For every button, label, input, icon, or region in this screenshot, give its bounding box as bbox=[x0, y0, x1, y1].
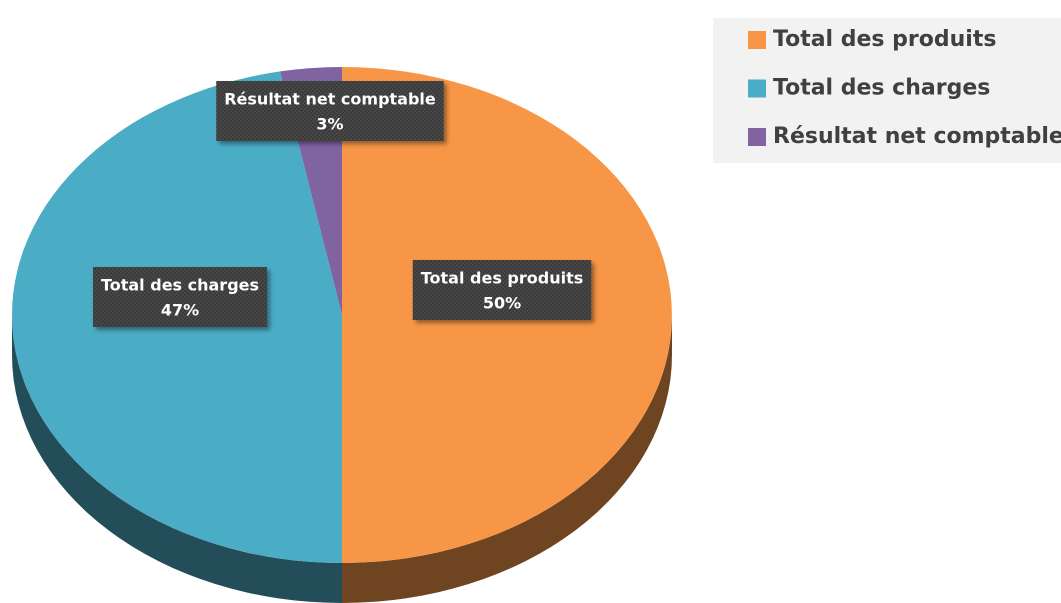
data-label-value: 47% bbox=[161, 301, 199, 320]
data-label-name: Total des charges bbox=[101, 276, 259, 295]
data-label-box bbox=[216, 81, 444, 141]
data-label-name: Résultat net comptable bbox=[224, 90, 436, 109]
data-label-value: 3% bbox=[316, 115, 343, 134]
data-label-value: 50% bbox=[483, 294, 521, 313]
legend-label: Résultat net comptable bbox=[773, 124, 1061, 149]
slice-side bbox=[342, 315, 672, 603]
data-label-box bbox=[92, 267, 268, 327]
data-label: Résultat net comptable 3% bbox=[216, 81, 444, 141]
data-label-name: Total des produits bbox=[421, 269, 584, 288]
legend-swatch bbox=[748, 79, 766, 98]
legend-box bbox=[713, 18, 1061, 163]
data-label: Total des charges 47% bbox=[92, 267, 268, 327]
legend-swatch bbox=[748, 128, 766, 146]
data-label: Total des produits 50% bbox=[412, 260, 592, 320]
legend-label: Total des produits bbox=[773, 27, 996, 52]
slice-side bbox=[12, 315, 342, 603]
legend-label: Total des charges bbox=[773, 76, 990, 101]
legend-swatch bbox=[748, 31, 766, 49]
data-label-box bbox=[412, 260, 592, 320]
